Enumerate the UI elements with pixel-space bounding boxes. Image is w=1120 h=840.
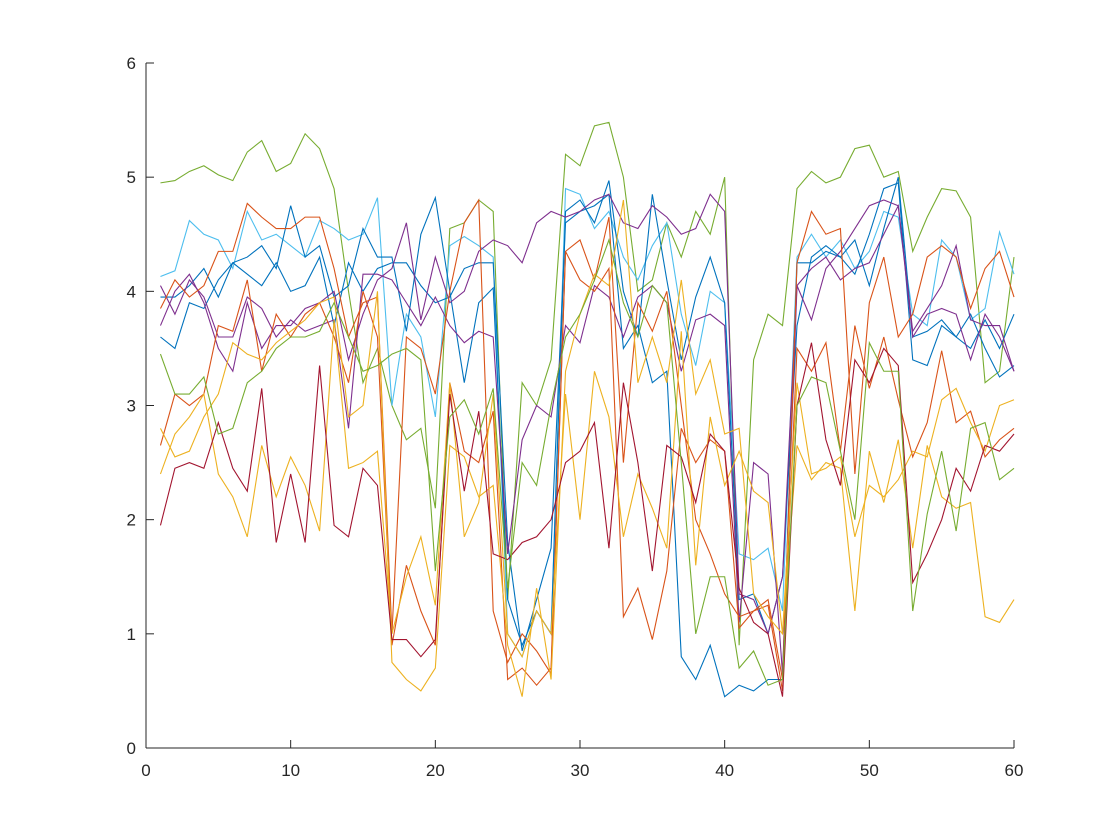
y-tick-label: 1: [127, 625, 136, 644]
x-tick-label: 10: [281, 761, 300, 780]
x-tick-label: 0: [141, 761, 150, 780]
series-line: [159, 251, 1015, 687]
series-line: [160, 177, 1015, 647]
series-line: [160, 121, 1015, 646]
y-tick-label: 2: [127, 511, 136, 530]
series-line: [159, 238, 1015, 686]
y-tick-label: 6: [127, 54, 136, 73]
series-line: [159, 319, 1015, 658]
series-line: [160, 182, 1015, 698]
series-line: [159, 198, 1015, 692]
y-tick-label: 3: [127, 397, 136, 416]
series-line: [159, 199, 1015, 697]
y-tick-label: 0: [127, 739, 136, 758]
series-line: [159, 203, 1015, 674]
x-tick-label: 30: [571, 761, 590, 780]
x-tick-label: 40: [715, 761, 734, 780]
x-tick-label: 60: [1005, 761, 1024, 780]
x-tick-label: 20: [426, 761, 445, 780]
series-line: [159, 193, 1015, 636]
y-tick-label: 5: [127, 168, 136, 187]
x-tick-label: 50: [860, 761, 879, 780]
y-tick-label: 4: [127, 282, 136, 301]
series-line: [159, 342, 1015, 697]
